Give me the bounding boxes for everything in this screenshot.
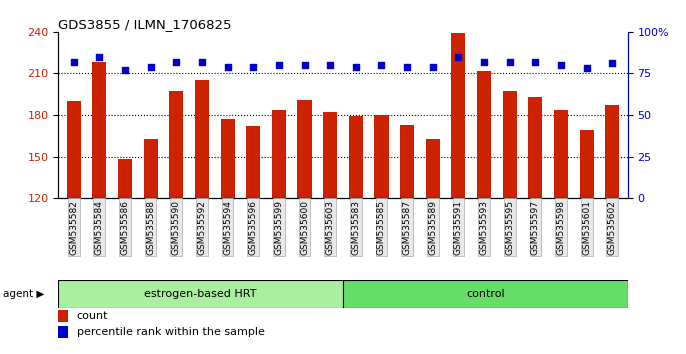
Text: GSM535596: GSM535596 [249,200,258,255]
Text: count: count [77,311,108,321]
Bar [426,139,440,198]
Text: GSM535601: GSM535601 [582,200,591,255]
Text: GSM535584: GSM535584 [95,200,104,255]
Bar [323,112,338,198]
Bar [58,310,69,322]
Text: GSM535598: GSM535598 [556,200,565,255]
Point [94,54,105,59]
Text: GSM535582: GSM535582 [69,200,78,255]
Bar [343,280,628,308]
Bar [272,109,286,198]
Point [196,59,207,65]
Text: GSM535583: GSM535583 [351,200,360,255]
Bar [400,125,414,198]
Bar [118,159,132,198]
Bar [580,130,593,198]
Text: GSM535602: GSM535602 [608,200,617,255]
Text: GSM535586: GSM535586 [121,200,130,255]
Point [427,64,438,70]
Text: GSM535591: GSM535591 [454,200,463,255]
Bar [477,71,491,198]
Bar [93,62,106,198]
Text: GSM535588: GSM535588 [146,200,155,255]
Bar [67,101,81,198]
Text: GSM535593: GSM535593 [480,200,488,255]
Bar [451,33,466,198]
Point [401,64,412,70]
Text: GSM535597: GSM535597 [531,200,540,255]
Text: GSM535594: GSM535594 [223,200,232,255]
Text: estrogen-based HRT: estrogen-based HRT [145,289,257,299]
Point [376,62,387,68]
Point [556,62,567,68]
Text: GSM535592: GSM535592 [198,200,206,255]
Bar [503,91,517,198]
Bar [605,105,619,198]
Bar [528,97,543,198]
Bar [220,119,235,198]
Point [504,59,515,65]
Point [530,59,541,65]
Bar [58,280,343,308]
Text: control: control [466,289,505,299]
Point [68,59,79,65]
Bar [554,109,568,198]
Text: GSM535587: GSM535587 [403,200,412,255]
Bar [195,80,209,198]
Bar [375,115,388,198]
Point [453,54,464,59]
Text: GSM535600: GSM535600 [300,200,309,255]
Bar [169,91,183,198]
Point [324,62,335,68]
Point [299,62,310,68]
Point [222,64,233,70]
Point [171,59,182,65]
Bar [348,116,363,198]
Bar [143,139,158,198]
Point [119,67,130,73]
Point [581,65,592,71]
Text: GSM535585: GSM535585 [377,200,386,255]
Text: GSM535590: GSM535590 [172,200,181,255]
Bar [246,126,260,198]
Bar [58,326,69,338]
Point [248,64,259,70]
Point [145,64,156,70]
Text: GSM535589: GSM535589 [428,200,437,255]
Point [607,61,618,66]
Text: percentile rank within the sample: percentile rank within the sample [77,327,264,337]
Bar [298,100,311,198]
Point [274,62,285,68]
Point [479,59,490,65]
Text: GSM535595: GSM535595 [505,200,514,255]
Text: GSM535603: GSM535603 [326,200,335,255]
Point [351,64,362,70]
Text: GDS3855 / ILMN_1706825: GDS3855 / ILMN_1706825 [58,18,232,31]
Text: GSM535599: GSM535599 [274,200,283,255]
Text: agent ▶: agent ▶ [3,289,45,299]
